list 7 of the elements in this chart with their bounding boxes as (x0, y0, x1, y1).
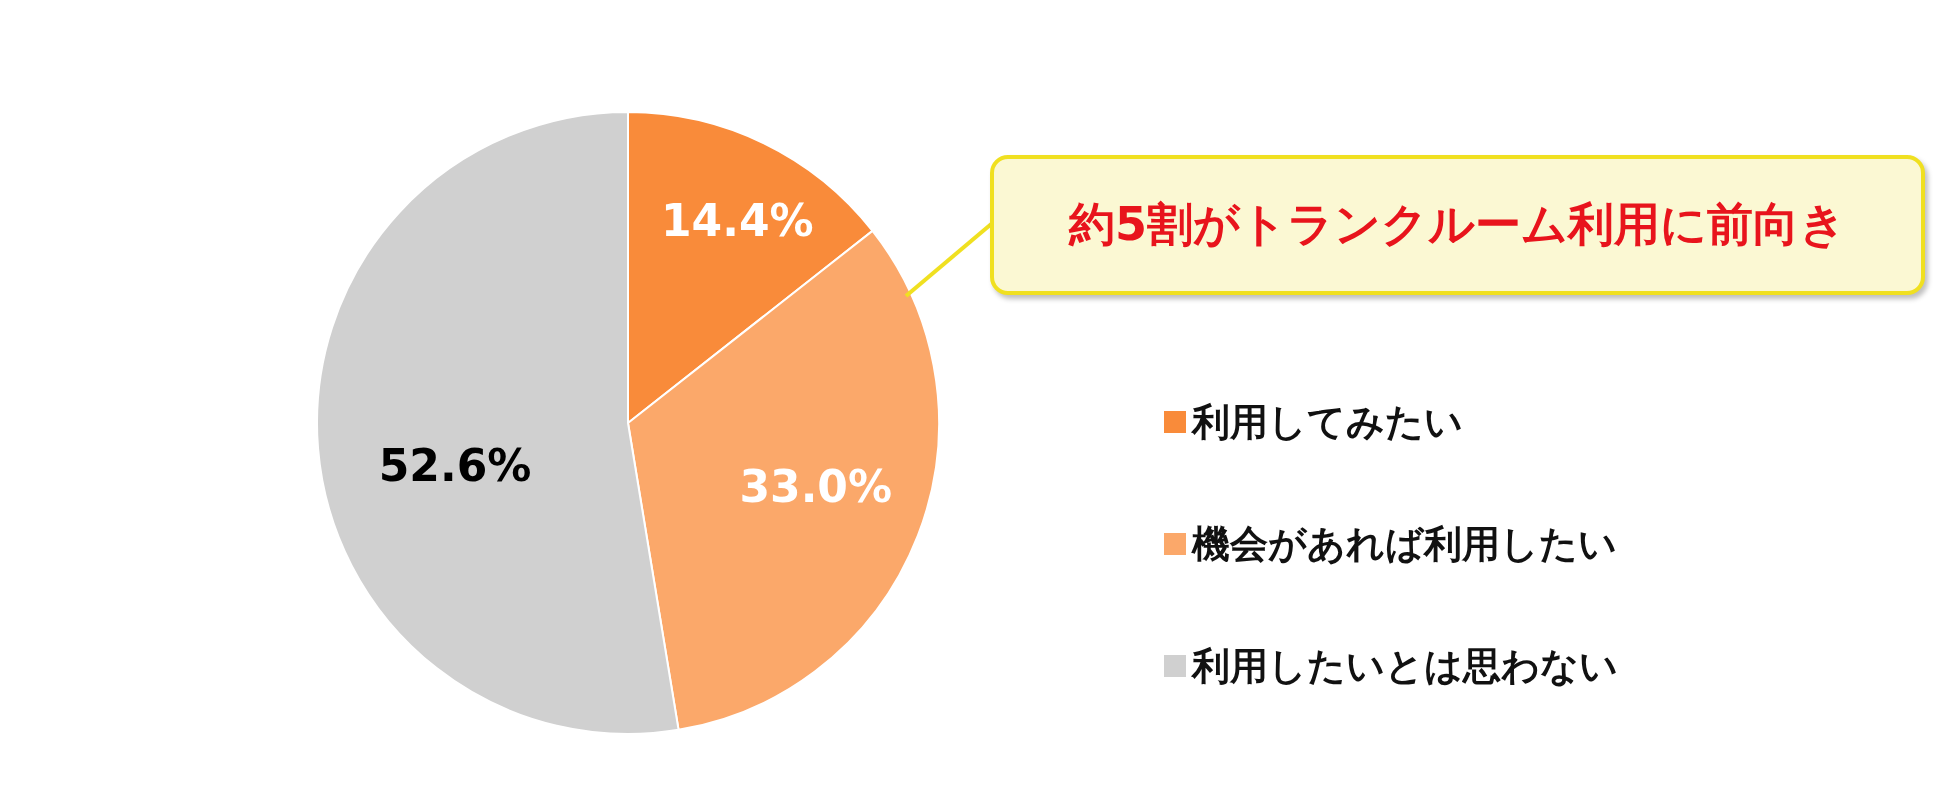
legend-label: 機会があれば利用したい (1191, 522, 1617, 566)
data-label: 33.0% (739, 460, 893, 512)
data-label: 52.6% (378, 440, 532, 492)
data-label: 14.4% (660, 194, 814, 246)
legend-label: 利用してみたい (1190, 400, 1463, 444)
text: 約5割がトランクルーム利用に前向き (990, 155, 1925, 295)
legend-label: 利用したいとは思わない (1190, 644, 1618, 688)
